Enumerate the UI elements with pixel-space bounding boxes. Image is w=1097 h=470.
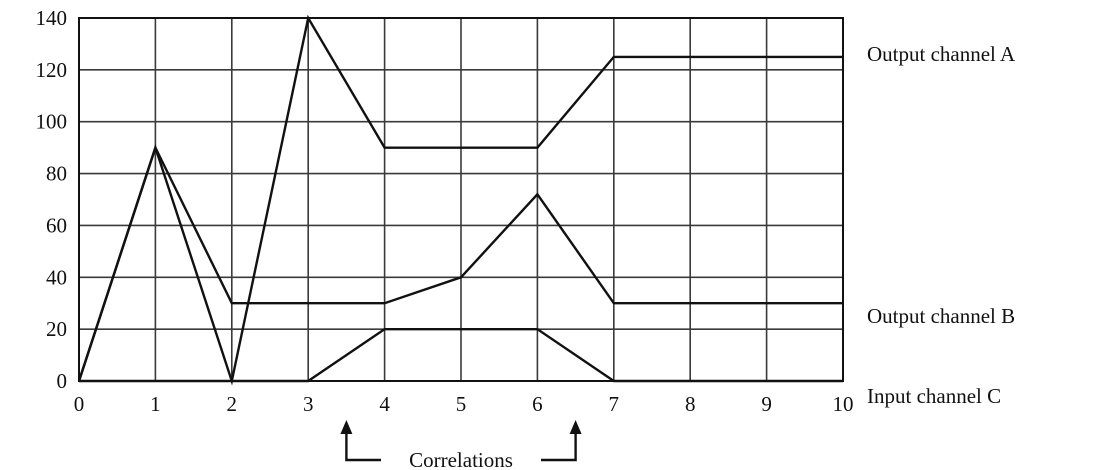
y-axis-tick-labels: 0 20 40 60 80 100 120 140 [36, 6, 68, 393]
y-tick-label: 60 [46, 213, 67, 237]
x-tick-label: 8 [685, 392, 696, 416]
x-tick-label: 3 [303, 392, 314, 416]
gridlines [79, 18, 843, 381]
x-tick-label: 5 [456, 392, 467, 416]
x-tick-label: 6 [532, 392, 543, 416]
series-label: Input channel C [867, 384, 1001, 408]
up-arrow-icon [569, 420, 582, 434]
y-tick-label: 40 [46, 265, 67, 289]
x-tick-label: 0 [74, 392, 85, 416]
series-label: Output channel B [867, 304, 1015, 328]
series-labels: Output channel A Output channel B Input ch… [867, 42, 1016, 408]
x-tick-label: 9 [761, 392, 772, 416]
up-arrow-icon [340, 420, 353, 434]
y-tick-label: 100 [36, 110, 68, 134]
series-line-2 [77, 144, 843, 382]
y-tick-label: 140 [36, 6, 68, 30]
annotation-bracket-right [541, 432, 577, 462]
y-tick-label: 0 [57, 369, 68, 393]
plot-frame [78, 17, 844, 382]
annotation-bracket-left [345, 432, 381, 462]
x-tick-label: 7 [609, 392, 620, 416]
y-tick-label: 20 [46, 317, 67, 341]
series-lines [77, 14, 843, 386]
x-tick-label: 2 [227, 392, 238, 416]
y-tick-label: 120 [36, 58, 68, 82]
series-label: Output channel A [867, 42, 1016, 66]
series-line-1 [77, 14, 843, 386]
x-tick-label: 10 [833, 392, 854, 416]
x-tick-label: 1 [150, 392, 161, 416]
x-tick-label: 4 [379, 392, 390, 416]
annotation-label: Correlations [409, 448, 513, 470]
series-line-3 [79, 327, 843, 383]
y-tick-label: 80 [46, 162, 67, 186]
correlations-annotation: Correlations [340, 420, 582, 470]
x-axis-tick-labels: 0 1 2 3 4 5 6 7 8 9 10 [74, 392, 854, 416]
